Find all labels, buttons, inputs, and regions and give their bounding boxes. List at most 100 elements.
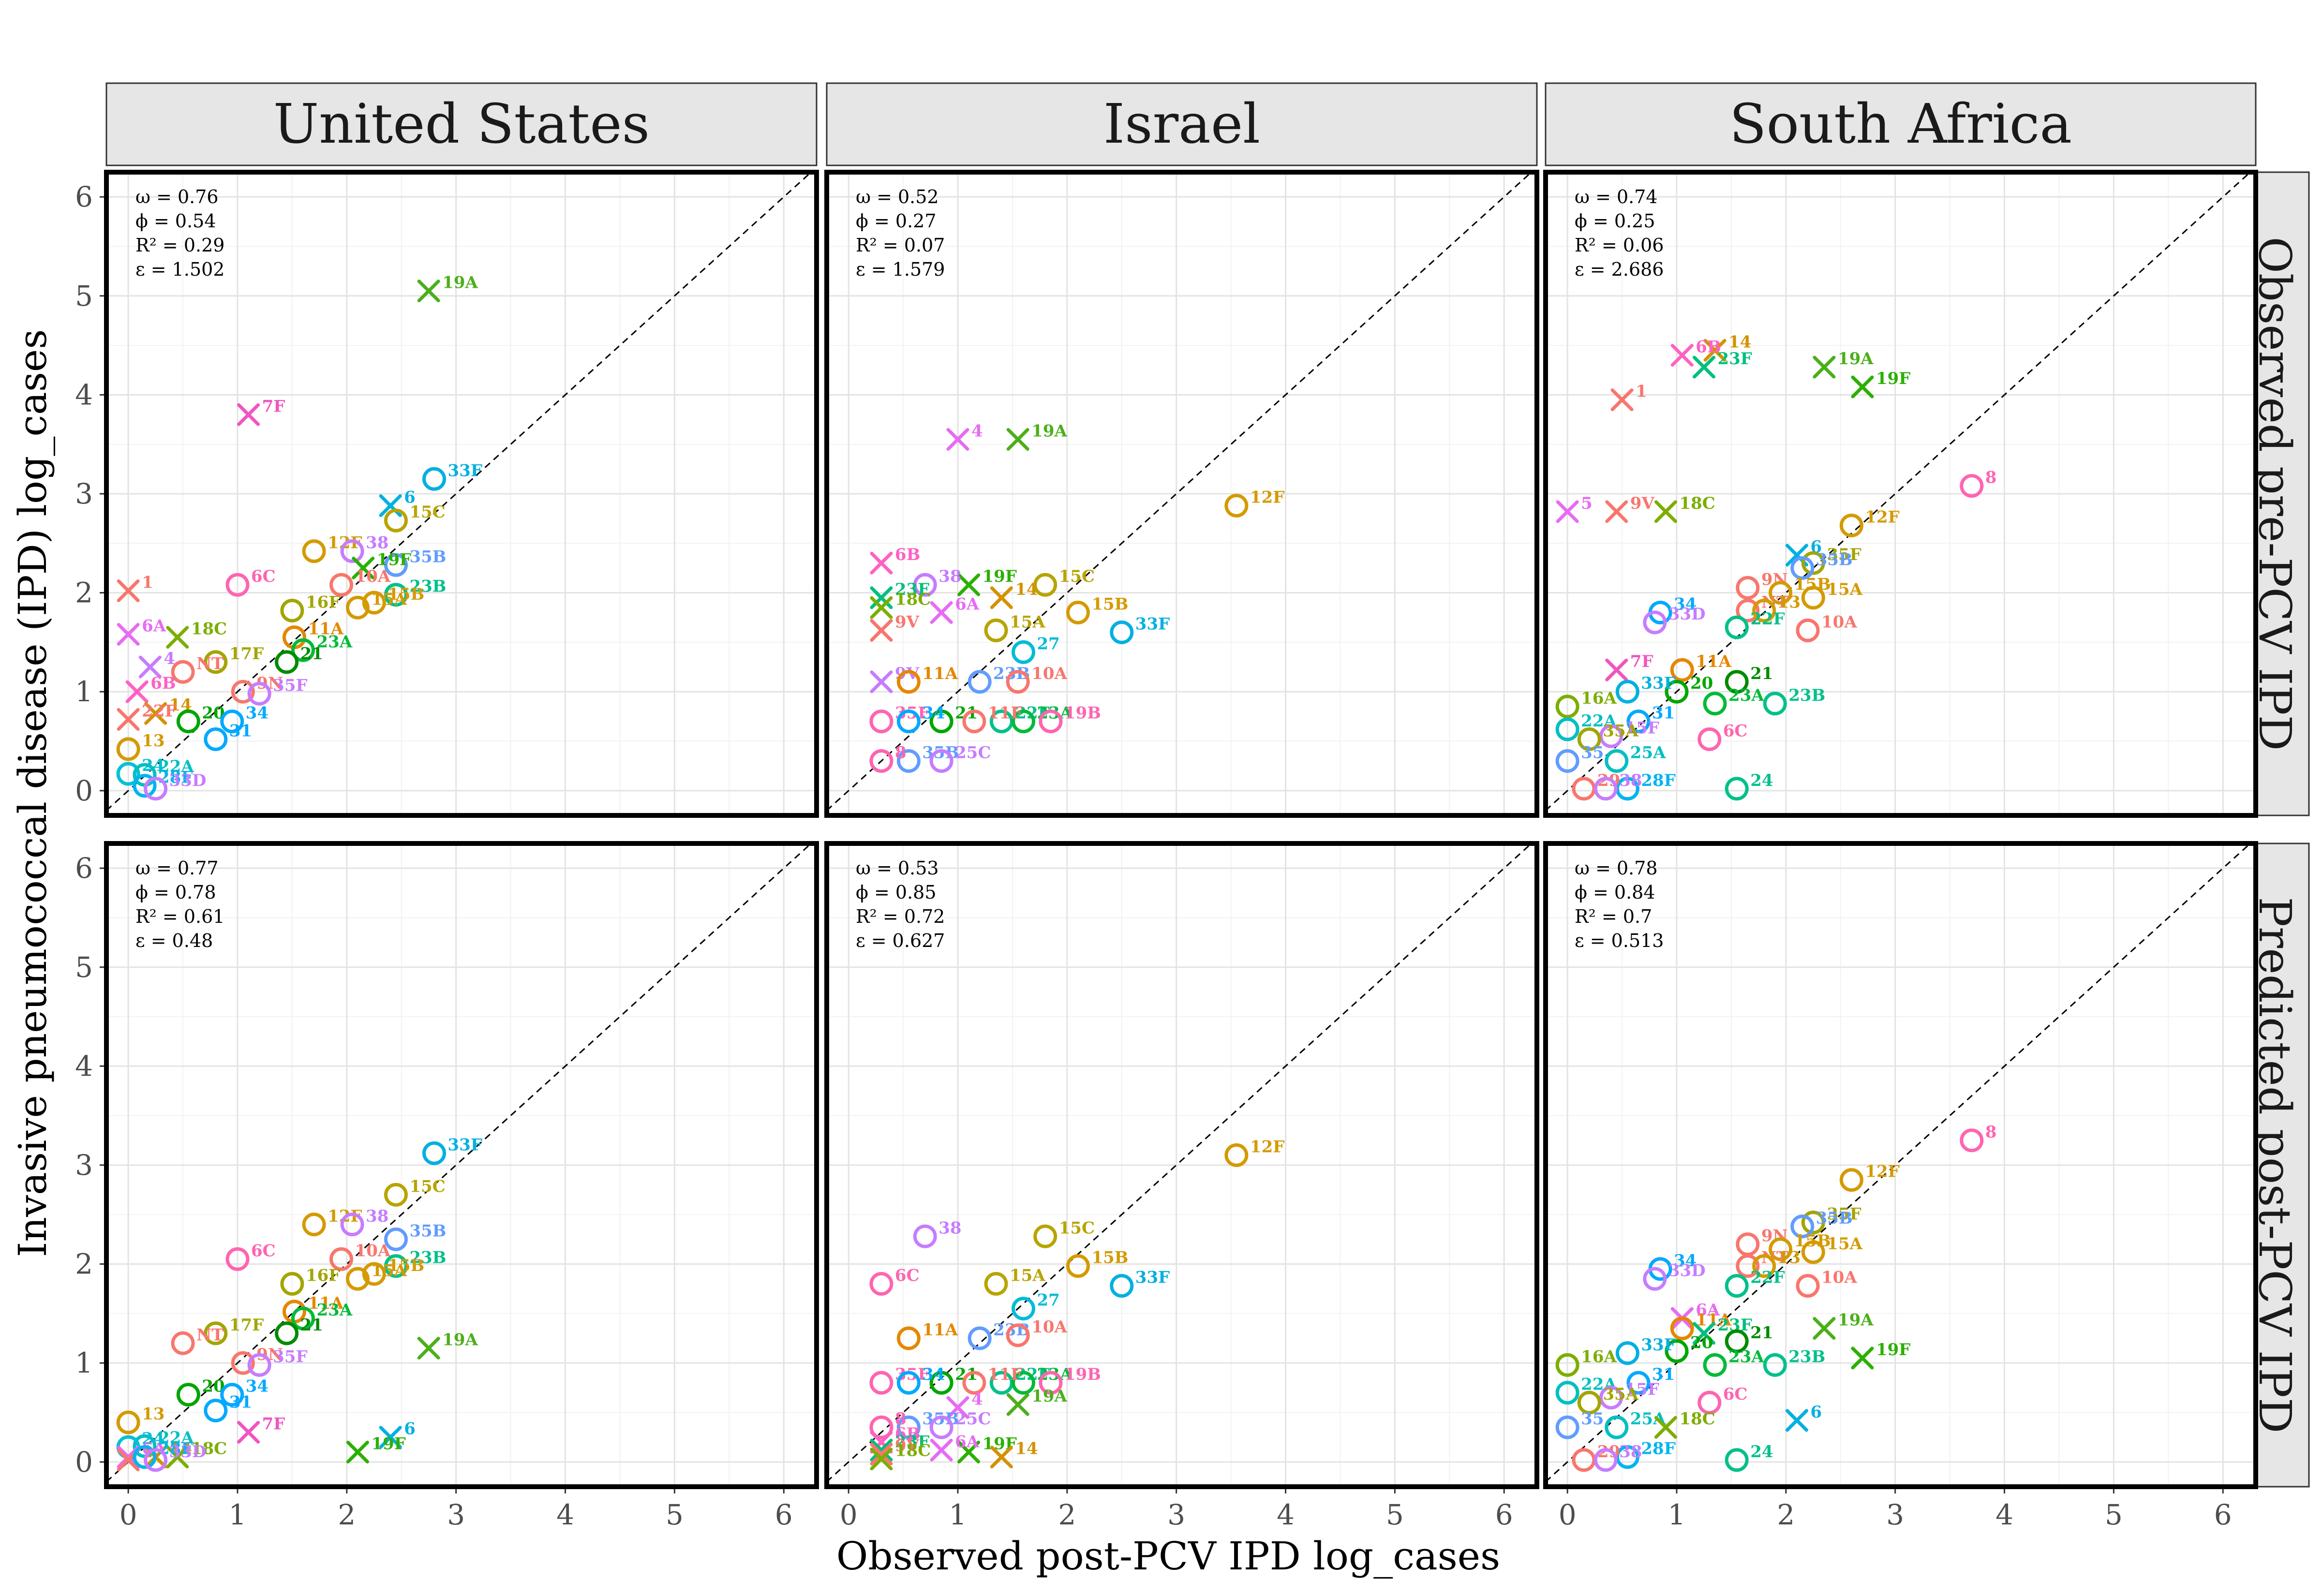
nonvaccine-serotype-marker [116,1410,140,1434]
serotype-label: 23F [895,580,929,599]
nonvaccine-serotype-marker [291,1306,315,1330]
serotype-label: 6A [955,1432,980,1451]
nonvaccine-serotype-marker [1790,1214,1815,1239]
serotype-label: 4 [164,649,175,668]
serotype-label: 34 [1674,1251,1697,1271]
serotype-label: 6C [895,1266,920,1286]
nonvaccine-serotype-marker [1555,1353,1579,1377]
identity-reference-line [105,171,812,811]
nonvaccine-serotype-marker [144,777,168,801]
serotype-label: 8 [1985,1123,1997,1142]
vaccine-serotype-marker [1851,1346,1874,1370]
serotype-label: 22F [1750,609,1785,629]
serotype-label: 35 [1581,743,1604,762]
vaccine-serotype-marker [237,403,260,426]
x-tick-label: 0 [119,1498,137,1531]
serotype-label: 6C [251,1241,276,1260]
nonvaccine-serotype-marker [275,650,299,674]
nonvaccine-serotype-marker [929,1415,953,1439]
serotype-label: 35A [1603,721,1638,740]
serotype-label: 25C [955,743,991,762]
x-tick-label: 3 [447,1498,465,1531]
serotype-label: NT [196,1325,223,1345]
x-tick-label: 4 [1995,1498,2013,1531]
x-tick-label: 1 [949,1498,967,1531]
nonvaccine-serotype-marker [384,583,408,607]
fit-statistic: ε = 0.513 [1575,930,1664,951]
nonvaccine-serotype-marker [302,539,326,563]
vaccine-serotype-marker [870,1448,893,1471]
serotype-label: 6C [1723,1385,1748,1404]
serotype-label: 19F [982,1434,1017,1453]
serotype-label: 19A [1838,1311,1874,1330]
serotype-label: 18C [1679,1409,1715,1429]
column-strip [1545,82,2257,166]
nonvaccine-serotype-marker [1725,777,1749,801]
serotype-label: 38 [366,533,388,553]
nonvaccine-serotype-marker [247,681,271,706]
serotype-label: 24 [1750,771,1773,790]
vaccine-serotype-marker [946,428,969,451]
nonvaccine-serotype-marker [231,1351,255,1375]
fit-statistic: ω = 0.76 [135,186,219,207]
serotype-label: 19A [1031,1387,1067,1406]
nonvaccine-serotype-marker [1033,1224,1057,1248]
nonvaccine-serotype-marker [869,1272,893,1296]
x-tick-label: 2 [1058,1498,1076,1531]
fit-statistic: R² = 0.61 [135,906,224,927]
serotype-label: 13 [142,1404,164,1424]
vaccine-serotype-marker [870,1438,893,1462]
serotype-label: 23F [895,1432,929,1451]
y-tick-label: 6 [75,852,93,885]
fit-statistic: ω = 0.78 [1575,857,1658,879]
serotype-label: 19F [982,567,1017,586]
serotype-label: 22F [1750,1268,1785,1287]
serotype-label: 11A [1696,1311,1731,1330]
nonvaccine-serotype-marker [1224,1143,1249,1167]
nonvaccine-serotype-marker [116,737,140,761]
serotype-label: 6A [1696,1300,1720,1320]
serotype-label: 19F [1876,1340,1910,1360]
nonvaccine-serotype-marker [204,1321,228,1345]
serotype-label: 1 [1636,382,1647,401]
nonvaccine-serotype-marker [1066,601,1090,625]
nonvaccine-serotype-marker [1725,670,1749,694]
nonvaccine-serotype-marker [1039,709,1063,734]
serotype-label: 38 [366,1207,388,1226]
serotype-label: 15A [371,1261,407,1280]
serotype-label: 15B [1091,595,1128,614]
nonvaccine-serotype-marker [384,508,408,532]
vaccine-serotype-marker [957,573,981,596]
serotype-label: 10A [1031,1317,1067,1337]
serotype-label: 23A [1728,1347,1764,1366]
nonvaccine-serotype-marker [384,1182,408,1207]
nonvaccine-serotype-marker [1224,494,1249,518]
y-tick-label: 3 [75,1149,93,1182]
nonvaccine-serotype-marker [1960,474,1984,498]
nonvaccine-serotype-marker [1110,620,1134,644]
serotype-label: 33F [1641,1335,1675,1355]
serotype-label: 34 [922,1365,945,1384]
vaccine-serotype-marker [870,586,893,609]
vaccine-serotype-marker [1006,428,1029,451]
nonvaccine-serotype-marker [1605,1415,1629,1439]
vaccine-serotype-marker [166,1446,189,1469]
x-tick-label: 1 [1668,1498,1686,1531]
panel-border [824,841,1539,1489]
identity-reference-line [826,171,1532,811]
serotype-label: 33F [448,461,482,480]
nonvaccine-serotype-marker [225,1247,250,1271]
serotype-label: 16F [306,1266,340,1286]
serotype-label: 18C [895,590,931,609]
y-tick-label: 6 [75,180,93,213]
vaccine-serotype-marker [1785,544,1808,567]
y-tick-label: 0 [75,774,93,807]
column-strip [105,82,818,166]
serotype-label: 16F [306,592,340,612]
serotype-label: 19A [1031,421,1067,441]
vaccine-serotype-marker [870,619,893,642]
serotype-label: 9V [895,612,920,632]
fit-statistic: R² = 0.07 [856,235,945,256]
serotype-label: 35B [1816,1209,1853,1228]
serotype-label: 16A [1581,689,1617,708]
